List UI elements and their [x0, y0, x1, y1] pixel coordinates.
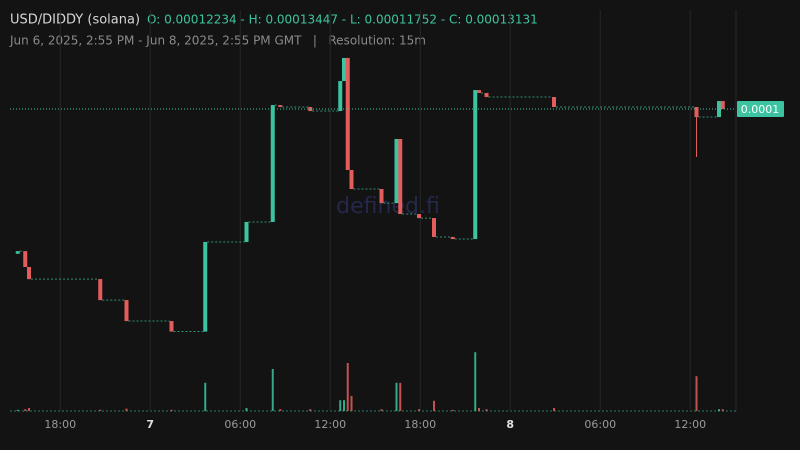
candle-body [124, 300, 129, 322]
candle-body [244, 221, 249, 242]
volume-bar [395, 382, 398, 411]
candle-body [694, 107, 699, 118]
candle-body [379, 189, 384, 204]
candle-body [477, 90, 481, 93]
candle-body [270, 105, 275, 222]
candle-body [23, 251, 28, 267]
volume-bar [451, 409, 454, 411]
volume-bar [418, 409, 420, 411]
volume-bar [16, 409, 19, 411]
volume-bar [125, 408, 128, 411]
candle-body [338, 81, 343, 112]
candle-body [345, 57, 350, 170]
candle-body [349, 169, 354, 190]
candle-body [473, 90, 478, 240]
last-price-badge [737, 100, 784, 117]
last-price-label: 0.0001 [741, 103, 780, 116]
candle-body [15, 251, 20, 254]
volume-bar [309, 409, 312, 411]
candle-body [720, 101, 725, 109]
volume-bar [339, 400, 342, 411]
volume-bar [99, 409, 102, 411]
volume-bar [271, 369, 274, 411]
x-tick-label: 18:00 [404, 418, 436, 431]
volume-bar [28, 408, 30, 411]
x-tick-label: 06:00 [584, 418, 616, 431]
volume-bar [478, 408, 480, 411]
candle-body [450, 236, 455, 240]
volume-bar [721, 409, 724, 411]
candle-body [398, 138, 403, 215]
x-tick-label: 12:00 [674, 418, 706, 431]
candle-body [169, 321, 174, 332]
x-tick-label: 7 [146, 418, 154, 431]
candle-body [342, 57, 346, 82]
chart-subtitle: Jun 6, 2025, 2:55 PM - Jun 8, 2025, 2:55… [9, 34, 426, 48]
volume-bar [485, 409, 488, 411]
candle-body [203, 241, 208, 332]
volume-bar [350, 396, 353, 411]
volume-bar [553, 408, 555, 411]
volume-bar [346, 363, 349, 411]
volume-bar [399, 382, 402, 411]
x-tick-label: 18:00 [44, 418, 76, 431]
watermark: defined.fi [336, 194, 440, 219]
candle-body [27, 266, 31, 280]
volume-bar [245, 408, 248, 411]
candle-body [417, 214, 421, 219]
candle-body [484, 92, 489, 98]
candle-body [98, 279, 103, 301]
x-tick-label: 12:00 [314, 418, 346, 431]
candle-body [552, 97, 556, 108]
candle-body [394, 138, 399, 204]
volume-bar [204, 382, 207, 411]
volume-bar [380, 409, 383, 411]
volume-bar [279, 409, 282, 411]
ohlc-summary: O: 0.00012234 - H: 0.00013447 - L: 0.000… [147, 13, 538, 27]
volume-bar [695, 376, 698, 411]
x-tick-label: 06:00 [224, 418, 256, 431]
volume-bar [170, 409, 173, 411]
volume-bar [718, 409, 720, 411]
volume-bar [474, 352, 477, 411]
volume-bar [24, 409, 27, 411]
candle-body [278, 105, 283, 108]
volume-bar [343, 400, 345, 411]
chart-title: USD/DIDDY (solana) [10, 13, 140, 28]
candle-body [432, 218, 436, 237]
volume-bar [433, 400, 435, 411]
x-tick-label: 8 [506, 418, 514, 431]
